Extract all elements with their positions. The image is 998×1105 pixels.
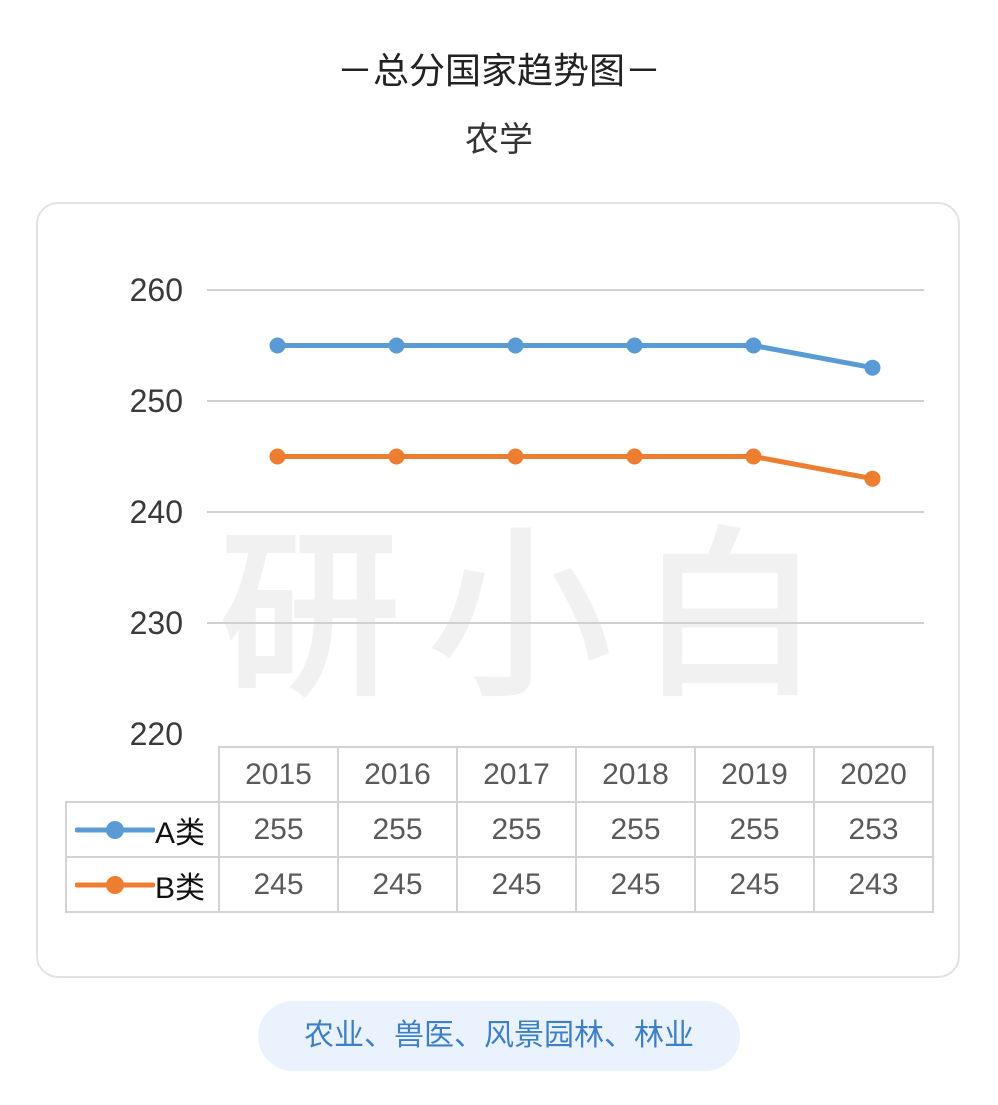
data-point (507, 448, 524, 465)
series-line-b (277, 454, 873, 482)
table-corner (66, 747, 219, 802)
line-chart: 260 250 240 230 220 (130, 272, 924, 750)
y-tick-label: 220 (130, 716, 183, 750)
data-label: 245 (218, 856, 339, 913)
legend-entry: A类 (65, 801, 220, 858)
data-point (626, 448, 643, 465)
legend-swatch (75, 820, 155, 839)
table-row: A类 255 255 255 255 255 253 (65, 801, 934, 858)
series-name: B类 (155, 871, 206, 905)
data-label: 245 (456, 856, 577, 913)
x-tick-label: 2019 (694, 746, 815, 803)
data-label: 245 (575, 856, 696, 913)
x-tick-label: 2017 (456, 746, 577, 803)
data-point (864, 359, 881, 376)
y-tick-label: 230 (130, 605, 183, 641)
series-line-a (277, 343, 873, 371)
data-label: 243 (813, 856, 934, 913)
y-tick-label: 250 (130, 383, 183, 419)
chart-subtitle: 农学 (465, 120, 533, 160)
data-label: 245 (337, 856, 458, 913)
legend-entry: B类 (65, 856, 220, 913)
data-point (269, 448, 286, 465)
data-label: 255 (337, 801, 458, 858)
data-table: 2015 2016 2017 2018 2019 2020 A类 255 255 255 255 25… (65, 746, 934, 913)
data-point (745, 337, 762, 354)
data-label: 255 (218, 801, 339, 858)
x-tick-label: 2016 (337, 746, 458, 803)
data-label: 255 (694, 801, 815, 858)
chart-title: －总分国家趋势图－ (336, 51, 661, 92)
data-point (388, 448, 405, 465)
legend-swatch (75, 875, 155, 894)
data-label: 255 (575, 801, 696, 858)
data-point (269, 337, 286, 354)
data-point (745, 448, 762, 465)
data-point (626, 337, 643, 354)
category-pill[interactable]: 农业、兽医、风景园林、林业 (258, 1001, 740, 1071)
x-tick-label: 2020 (813, 746, 934, 803)
y-tick-label: 260 (130, 272, 183, 308)
x-tick-label: 2015 (218, 746, 339, 803)
table-header-row: 2015 2016 2017 2018 2019 2020 (66, 746, 934, 803)
data-label: 245 (694, 856, 815, 913)
data-label: 255 (456, 801, 577, 858)
y-tick-label: 240 (130, 494, 183, 530)
data-point (864, 470, 881, 487)
data-point (388, 337, 405, 354)
x-tick-label: 2018 (575, 746, 696, 803)
data-point (507, 337, 524, 354)
series-name: A类 (155, 816, 206, 850)
data-label: 253 (813, 801, 934, 858)
table-row: B类 245 245 245 245 245 243 (65, 856, 934, 913)
